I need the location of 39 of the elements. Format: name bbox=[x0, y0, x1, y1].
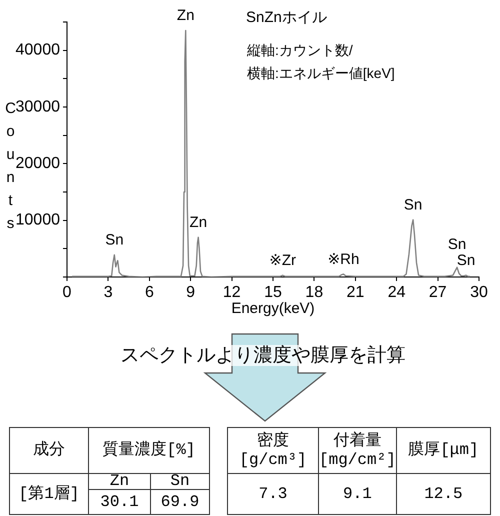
x-tick-label: 12 bbox=[222, 284, 241, 302]
x-tick-label: 21 bbox=[346, 284, 364, 302]
text: 質量濃度[%] bbox=[88, 428, 210, 474]
text: Zn bbox=[88, 472, 150, 490]
y-tick-label: 30000 bbox=[16, 98, 60, 116]
text: 密度 [g/cm³] bbox=[228, 428, 318, 474]
annotation: Sn bbox=[448, 236, 466, 253]
y-tick-label: 40000 bbox=[16, 42, 60, 59]
x-tick-label: 9 bbox=[186, 284, 196, 302]
x-tick-label: 15 bbox=[264, 284, 282, 302]
x-tick-label: 18 bbox=[305, 284, 324, 302]
text: 69.9 bbox=[150, 490, 210, 514]
text: 7.3 bbox=[228, 474, 318, 514]
x-tick-label: 24 bbox=[388, 284, 406, 302]
text: 成分 bbox=[10, 428, 88, 474]
text: スペクトルより濃度や膜厚を計算 bbox=[118, 345, 408, 366]
text: 縦軸:カウント数/ 横軸:エネルギー値[keV] bbox=[247, 41, 395, 83]
annotation: Zn bbox=[190, 214, 208, 231]
annotation: Sn bbox=[105, 232, 124, 249]
annotation: ※Rh bbox=[328, 250, 360, 268]
text: 30.1 bbox=[88, 490, 150, 514]
annotation: Sn bbox=[404, 196, 422, 214]
x-tick-label: 6 bbox=[144, 284, 154, 302]
chart-title: SnZnホイル bbox=[246, 8, 327, 27]
annotation: Zn bbox=[176, 7, 194, 24]
x-tick-label: 0 bbox=[62, 284, 72, 302]
x-axis-title: Energy(keV) bbox=[231, 300, 315, 318]
text: 12.5 bbox=[396, 474, 490, 514]
x-tick-label: 3 bbox=[104, 284, 113, 302]
x-tick-label: 27 bbox=[428, 284, 447, 302]
annotation: Sn bbox=[456, 252, 476, 269]
x-tick-label: 30 bbox=[470, 284, 488, 302]
text: 9.1 bbox=[318, 474, 396, 514]
text: 付着量 [mg/cm²] bbox=[318, 428, 396, 474]
text: 膜厚[μm] bbox=[396, 428, 490, 474]
y-tick-label: 10000 bbox=[16, 212, 60, 229]
text: Sn bbox=[150, 472, 210, 490]
annotation: ※Zr bbox=[269, 252, 296, 269]
text: [第1層] bbox=[10, 474, 88, 514]
